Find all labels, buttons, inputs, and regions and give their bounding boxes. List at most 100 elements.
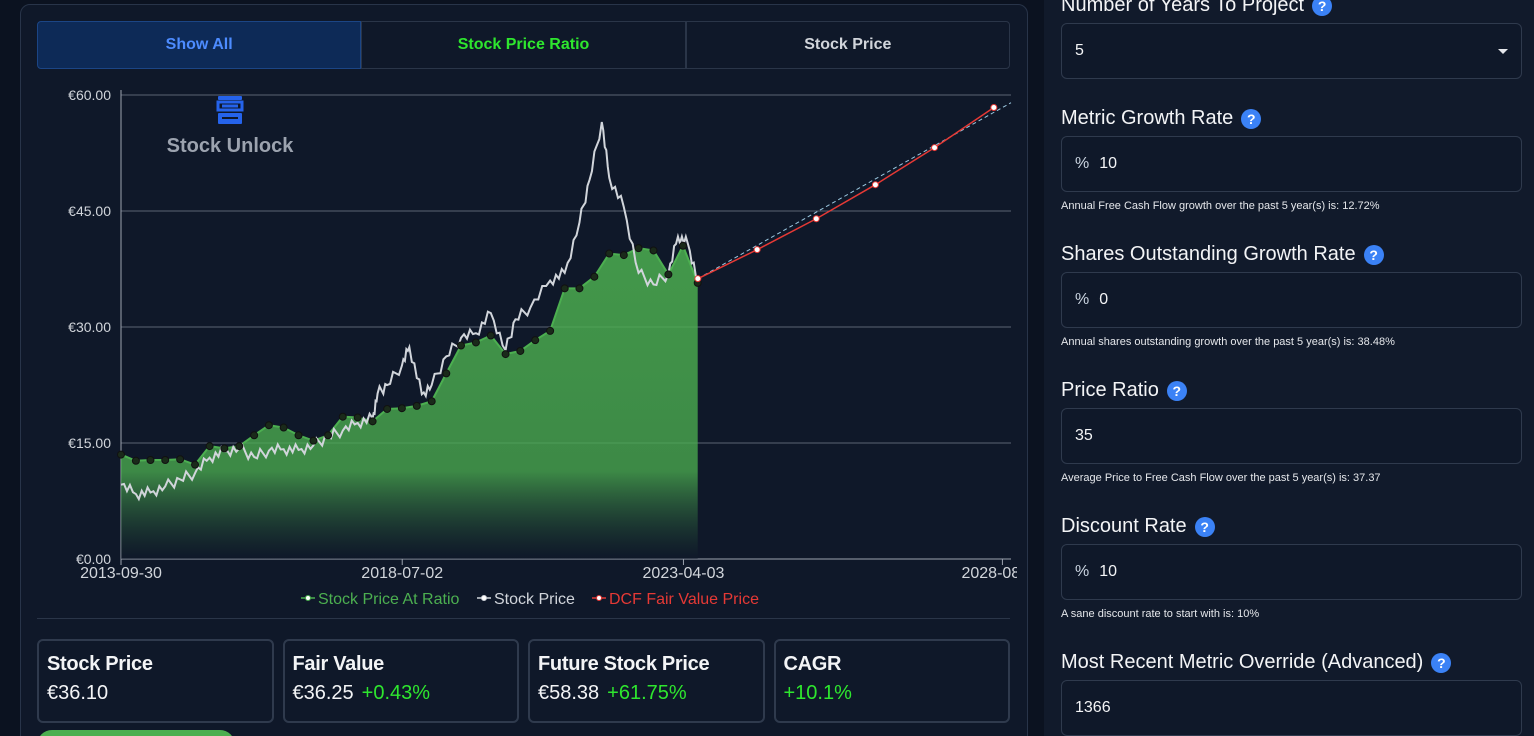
ratio-point — [605, 249, 614, 258]
card-title: Stock Price — [47, 653, 153, 675]
ratio-point — [309, 436, 318, 445]
card-title: Fair Value — [292, 653, 385, 675]
ratio-point — [397, 404, 406, 413]
label-text: Shares Outstanding Growth Rate — [1061, 243, 1356, 265]
projection-line — [697, 102, 1012, 280]
metric-override-label: Most Recent Metric Override (Advanced)? — [1061, 651, 1522, 674]
legend-label: DCF Fair Value Price — [609, 591, 759, 608]
y-tick-label: €60.00 — [68, 87, 111, 103]
stock-price-value: €36.10 — [47, 682, 109, 704]
discount-rate-hint: A sane discount rate to start with is: 1… — [1061, 608, 1260, 620]
ratio-point — [590, 272, 599, 281]
stock-price-card: Stock Price €36.10 — [37, 639, 274, 723]
years-field: Number of Years To Project? 5 — [1061, 0, 1522, 79]
logo-shape — [218, 96, 242, 100]
cagr-card: CAGR +10.1% — [773, 639, 1010, 723]
ratio-point — [501, 350, 510, 359]
metric-override-input[interactable]: 1366 — [1061, 680, 1522, 736]
ratio-point — [191, 460, 200, 469]
shares-growth-hint: Annual shares outstanding growth over th… — [1061, 336, 1395, 348]
ratio-point — [516, 346, 525, 355]
price-ratio-hint: Average Price to Free Cash Flow over the… — [1061, 472, 1381, 484]
shares-growth-field: Shares Outstanding Growth Rate? % 0 Annua… — [1061, 243, 1522, 348]
price-chart: €60.00 €45.00 €30.00 €15.00 €0.00 2013-09-30 2… — [37, 80, 1017, 612]
ratio-point — [412, 401, 421, 410]
logo-shape — [216, 100, 244, 112]
x-tick-label: 2018-07-02 — [361, 565, 443, 582]
ratio-point — [664, 270, 673, 279]
dcf-point — [812, 215, 820, 223]
chevron-down-icon — [1498, 48, 1508, 54]
card-value: €36.10 — [47, 682, 264, 705]
action-button[interactable] — [37, 730, 235, 736]
help-icon[interactable]: ? — [1241, 108, 1262, 129]
ratio-point — [531, 336, 540, 345]
legend-label: Stock Price At Ratio — [318, 591, 459, 608]
dcf-point — [871, 181, 879, 189]
card-title: Future Stock Price — [538, 653, 710, 675]
shares-growth-input[interactable]: % 0 — [1061, 272, 1522, 328]
help-icon[interactable]: ? — [1363, 244, 1384, 265]
future-price-card: Future Stock Price €58.38 +61.75% — [528, 639, 765, 723]
ratio-area — [121, 245, 698, 560]
chart-legend: Stock Price At Ratio Stock Price DCF Fair … — [301, 591, 759, 608]
settings-panel: Number of Years To Project? 5 Metric Gro… — [1044, 0, 1534, 736]
discount-rate-input[interactable]: % 10 — [1061, 544, 1522, 600]
ratio-line — [120, 243, 699, 466]
metric-growth-hint: Annual Free Cash Flow growth over the pa… — [1061, 200, 1380, 212]
watermark-text: Stock Unlock — [167, 135, 295, 157]
ratio-point — [235, 442, 244, 451]
fair-value-change: +0.43% — [361, 682, 431, 704]
ratio-point — [457, 341, 466, 350]
input-value: 0 — [1099, 291, 1109, 308]
metric-growth-label: Metric Growth Rate? — [1061, 107, 1522, 130]
ratio-point — [546, 326, 555, 335]
label-text: Price Ratio — [1061, 379, 1159, 401]
help-icon[interactable]: ? — [1194, 516, 1215, 537]
discount-rate-label: Discount Rate? — [1061, 515, 1522, 538]
label-text: Most Recent Metric Override (Advanced) — [1061, 651, 1424, 673]
help-icon[interactable]: ? — [1166, 380, 1187, 401]
percent-prefix: % — [1075, 563, 1090, 580]
ratio-point — [220, 444, 229, 453]
price-ratio-label: Price Ratio? — [1061, 379, 1522, 402]
y-tick-label: €15.00 — [68, 435, 111, 451]
label-text: Number of Years To Project — [1061, 0, 1305, 16]
fair-value-card: Fair Value €36.25 +0.43% — [282, 639, 519, 723]
y-tick-label: €30.00 — [68, 319, 111, 335]
percent-prefix: % — [1075, 155, 1090, 172]
price-ratio-field: Price Ratio? 35 Average Price to Free Ca… — [1061, 379, 1522, 484]
legend-label: Stock Price — [494, 591, 575, 608]
tab-stock-price[interactable]: Stock Price — [685, 21, 1010, 69]
ratio-point — [131, 456, 140, 465]
metric-growth-input[interactable]: % 10 — [1061, 136, 1522, 192]
legend-marker — [481, 595, 487, 601]
ratio-point — [117, 450, 125, 459]
x-tick-label: 2013-09-30 — [80, 565, 162, 582]
legend-marker — [305, 595, 311, 601]
price-ratio-input[interactable]: 35 — [1061, 408, 1522, 464]
select-value: 5 — [1075, 42, 1084, 59]
ratio-point — [161, 456, 170, 465]
stock-unlock-logo: Stock Unlock — [167, 96, 295, 157]
future-price-value: €58.38 — [538, 682, 600, 704]
years-select[interactable]: 5 — [1061, 23, 1522, 79]
tab-stock-price-ratio[interactable]: Stock Price Ratio — [361, 21, 686, 69]
dcf-point — [931, 144, 939, 152]
ratio-point — [146, 456, 155, 465]
label-text: Discount Rate — [1061, 515, 1187, 537]
x-tick-label: 2028-08-23 — [961, 565, 1017, 582]
y-tick-label: €0.00 — [76, 551, 111, 567]
input-value: 10 — [1099, 563, 1118, 580]
help-icon[interactable]: ? — [1431, 652, 1452, 673]
card-title: CAGR — [783, 653, 842, 675]
ratio-point — [176, 455, 185, 464]
tab-show-all[interactable]: Show All — [37, 21, 362, 69]
x-tick-label: 2023-04-03 — [643, 565, 725, 582]
help-icon[interactable]: ? — [1312, 0, 1333, 16]
ratio-point — [205, 442, 214, 451]
summary-cards: Stock Price €36.10 Fair Value €36.25 +0.4… — [37, 639, 1010, 723]
ratio-point — [338, 412, 347, 421]
ratio-point — [649, 246, 658, 255]
